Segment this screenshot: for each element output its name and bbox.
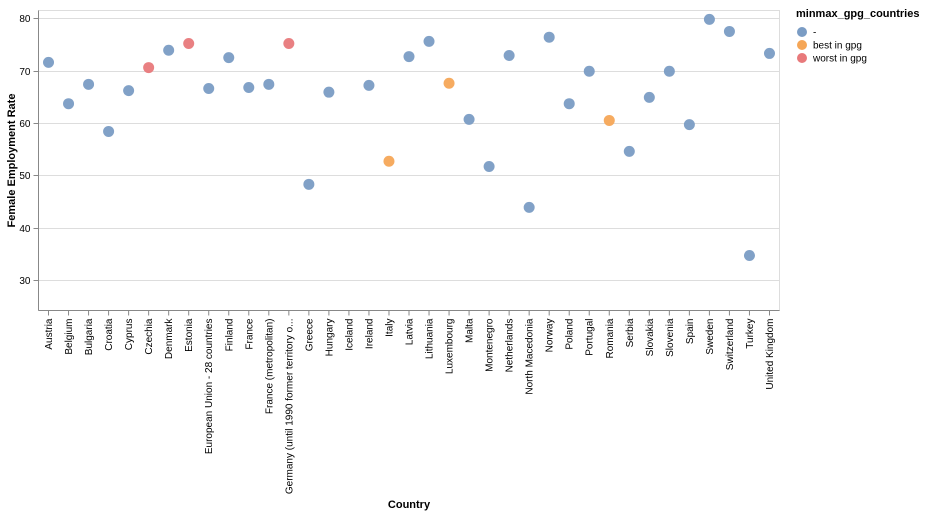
legend-label: best in gpg [813, 41, 862, 52]
legend-title: minmax_gpg_countries [796, 8, 919, 20]
x-tick-label: Latvia [405, 318, 416, 345]
x-tick-label: Italy [384, 319, 395, 337]
x-tick-label: Croatia [104, 318, 115, 351]
x-tick-label: Germany (until 1990 former territory o..… [284, 319, 295, 495]
data-point [423, 35, 435, 47]
x-tick-label: Spain [685, 319, 696, 345]
x-tick-label: Iceland [344, 319, 355, 351]
y-tick-label: 60 [19, 119, 31, 130]
x-tick-label: Austria [44, 318, 55, 350]
data-point [563, 98, 575, 110]
data-point [183, 37, 195, 49]
x-tick-label: Turkey [745, 319, 756, 349]
data-point [763, 47, 775, 59]
data-point [123, 85, 135, 97]
x-axis-title: Country [388, 499, 431, 511]
data-point [583, 65, 595, 77]
x-tick-label: Sweden [705, 319, 716, 355]
data-point [523, 201, 535, 213]
x-tick-label: Malta [465, 318, 476, 343]
data-point [743, 250, 755, 262]
data-point [203, 83, 215, 95]
x-tick-label: Netherlands [505, 319, 516, 373]
data-point [683, 119, 695, 131]
x-tick-label: Ireland [364, 319, 375, 350]
data-point [723, 25, 735, 37]
x-tick-label: Serbia [625, 318, 636, 347]
x-tick-label: Luxembourg [445, 319, 456, 375]
x-tick-label: France (metropolitan) [264, 319, 275, 415]
legend-label: worst in gpg [812, 54, 867, 65]
legend-label: - [813, 28, 816, 39]
data-point [443, 77, 455, 89]
x-tick-label: Cyprus [124, 319, 135, 351]
x-tick-label: France [244, 318, 255, 350]
data-point [663, 65, 675, 77]
data-point [263, 78, 275, 90]
legend-symbol [797, 53, 807, 63]
x-tick-label: Hungary [324, 319, 335, 357]
y-tick-label: 40 [19, 224, 31, 235]
x-tick-label: Poland [565, 319, 576, 350]
x-tick-label: Norway [545, 319, 556, 353]
x-tick-label: North Macedonia [525, 318, 536, 395]
data-point [43, 56, 55, 68]
x-tick-label: Denmark [164, 318, 175, 360]
data-point [643, 91, 655, 103]
x-tick-label: Portugal [585, 319, 596, 356]
x-tick-label: Bulgaria [84, 318, 95, 355]
data-point [63, 98, 75, 110]
data-point [83, 78, 95, 90]
data-point [383, 155, 395, 167]
x-tick-label: Switzerland [725, 319, 736, 371]
data-point [323, 86, 335, 98]
data-point [483, 161, 495, 173]
x-tick-label: United Kingdom [765, 319, 776, 390]
data-point [223, 52, 235, 64]
data-point [303, 178, 315, 190]
data-point [463, 113, 475, 125]
y-tick-label: 70 [19, 67, 31, 78]
x-tick-label: Montenegro [485, 318, 496, 372]
data-point [103, 125, 115, 137]
data-point [703, 13, 715, 25]
x-tick-label: Greece [304, 318, 315, 351]
x-tick-label: Estonia [184, 318, 195, 352]
x-tick-label: Belgium [64, 319, 75, 355]
data-point [283, 37, 295, 49]
data-point [503, 50, 515, 62]
data-point [143, 62, 155, 74]
x-tick-label: Slovenia [665, 318, 676, 357]
data-point [163, 44, 175, 56]
x-tick-label: European Union - 28 countries [204, 319, 215, 455]
y-tick-label: 30 [19, 276, 31, 287]
x-tick-label: Slovakia [645, 318, 656, 356]
data-point [623, 145, 635, 157]
data-point [543, 31, 555, 43]
y-tick-label: 80 [19, 14, 31, 25]
legend-symbol [797, 40, 807, 50]
x-tick-label: Finland [224, 319, 235, 352]
x-tick-label: Czechia [144, 318, 155, 355]
data-point [243, 81, 255, 93]
y-tick-label: 50 [19, 171, 31, 182]
x-tick-label: Romania [605, 318, 616, 358]
x-tick-label: Lithuania [425, 318, 436, 359]
data-point [363, 79, 375, 91]
data-point [403, 51, 415, 63]
y-axis-title: Female Employment Rate [6, 94, 18, 228]
legend-symbol [797, 27, 807, 37]
data-point [603, 114, 615, 126]
